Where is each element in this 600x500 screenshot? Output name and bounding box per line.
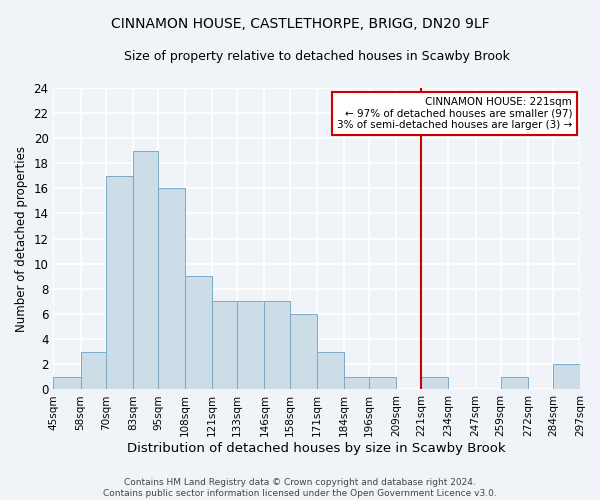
Text: CINNAMON HOUSE: 221sqm
← 97% of detached houses are smaller (97)
3% of semi-deta: CINNAMON HOUSE: 221sqm ← 97% of detached… [337, 97, 572, 130]
Text: Contains HM Land Registry data © Crown copyright and database right 2024.
Contai: Contains HM Land Registry data © Crown c… [103, 478, 497, 498]
Bar [212, 302, 238, 390]
Bar [185, 276, 212, 390]
Bar [290, 314, 317, 390]
Bar [421, 377, 448, 390]
Y-axis label: Number of detached properties: Number of detached properties [15, 146, 28, 332]
Title: Size of property relative to detached houses in Scawby Brook: Size of property relative to detached ho… [124, 50, 509, 63]
Bar [80, 352, 106, 390]
Bar [53, 377, 80, 390]
Bar [133, 150, 158, 390]
Bar [158, 188, 185, 390]
Bar [265, 302, 290, 390]
Bar [317, 352, 344, 390]
Text: CINNAMON HOUSE, CASTLETHORPE, BRIGG, DN20 9LF: CINNAMON HOUSE, CASTLETHORPE, BRIGG, DN2… [110, 18, 490, 32]
X-axis label: Distribution of detached houses by size in Scawby Brook: Distribution of detached houses by size … [127, 442, 506, 455]
Bar [344, 377, 369, 390]
Bar [106, 176, 133, 390]
Bar [369, 377, 396, 390]
Bar [500, 377, 528, 390]
Bar [238, 302, 265, 390]
Bar [553, 364, 580, 390]
